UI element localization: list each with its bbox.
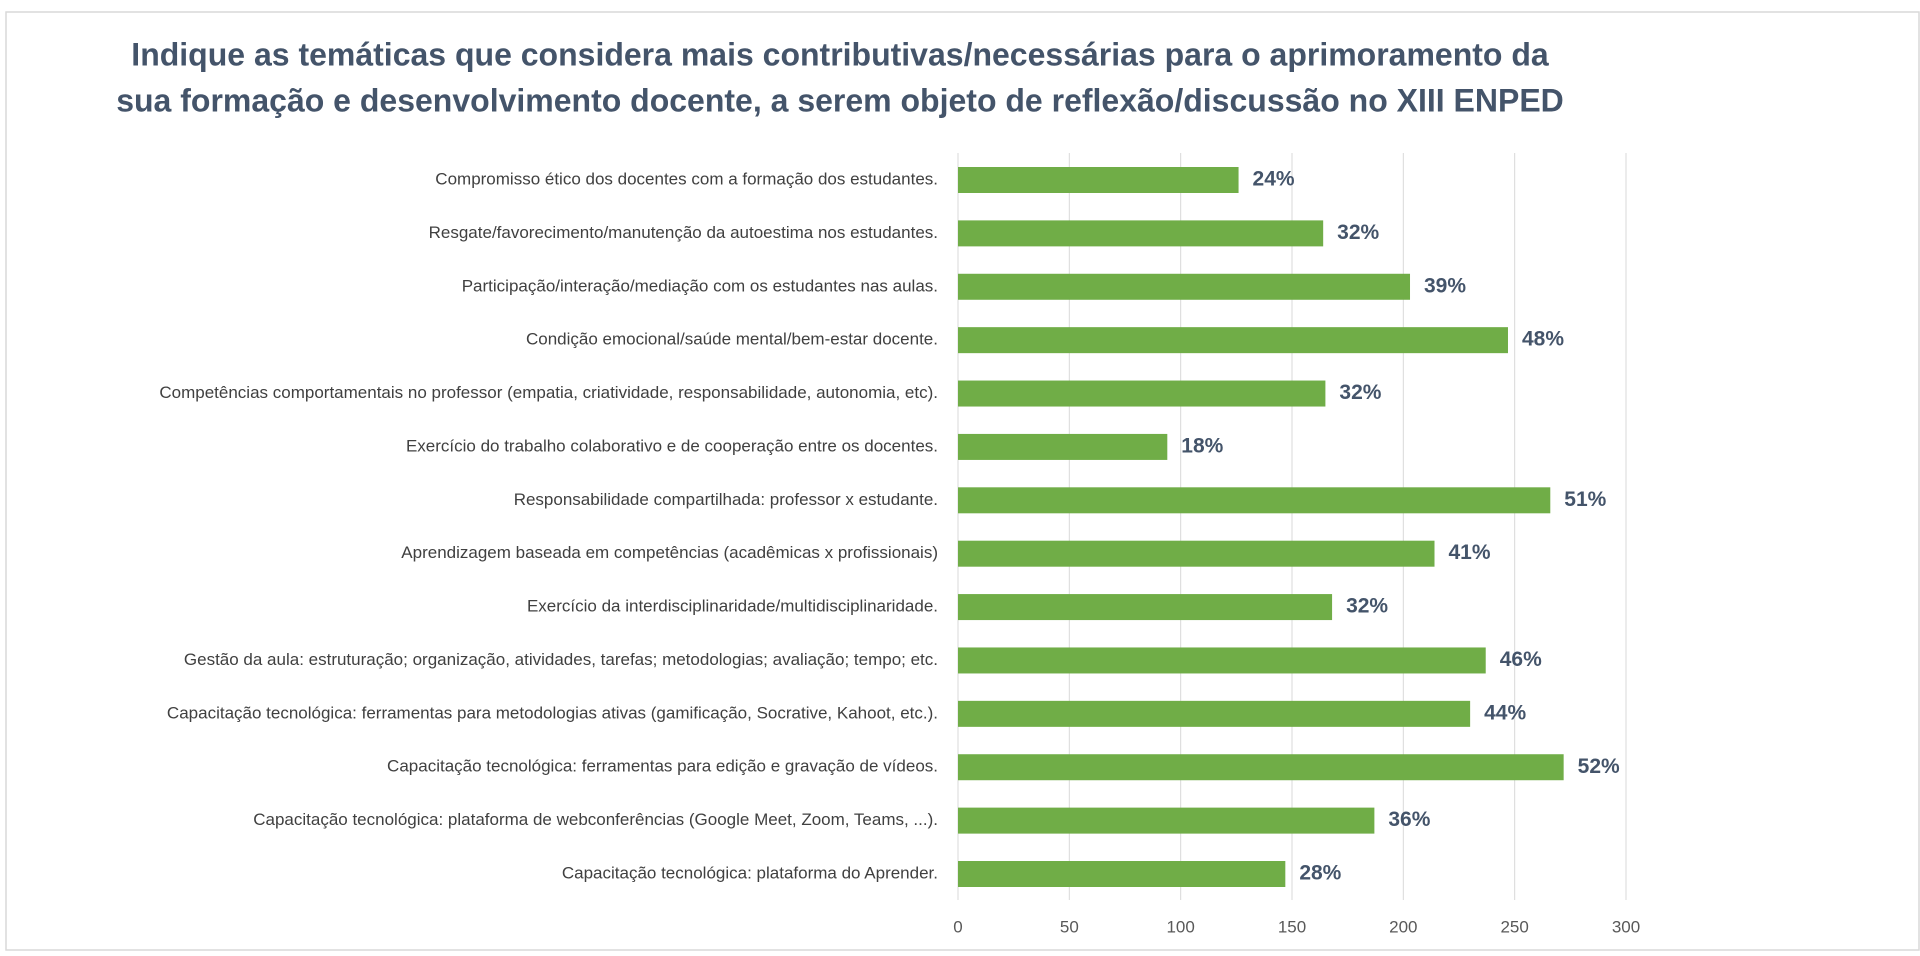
- data-label: 52%: [1578, 755, 1620, 778]
- data-label: 36%: [1388, 808, 1430, 831]
- data-label: 48%: [1522, 328, 1564, 351]
- data-label: 41%: [1449, 541, 1491, 564]
- x-tick-label: 150: [1278, 917, 1306, 936]
- y-tick-label: Gestão da aula: estruturação; organizaçã…: [184, 650, 938, 669]
- chart-title: sua formação e desenvolvimento docente, …: [116, 82, 1564, 118]
- bar: [958, 700, 1471, 727]
- y-tick-label: Exercício do trabalho colaborativo e de …: [406, 436, 938, 455]
- y-tick-label: Condição emocional/saúde mental/bem-esta…: [526, 330, 938, 349]
- bar: [958, 807, 1375, 834]
- x-tick-label: 200: [1389, 917, 1417, 936]
- bar: [958, 861, 1286, 887]
- y-tick-label: Resgate/favorecimento/manutenção da auto…: [429, 223, 938, 242]
- bar: [958, 273, 1411, 300]
- data-label: 39%: [1424, 274, 1466, 297]
- x-tick-label: 100: [1166, 917, 1194, 936]
- x-tick-label: 50: [1060, 917, 1079, 936]
- bar: [958, 327, 1508, 354]
- bar: [958, 167, 1239, 193]
- y-tick-label: Aprendizagem baseada em competências (ac…: [401, 543, 938, 562]
- bar: [958, 540, 1435, 567]
- y-tick-label: Exercício da interdisciplinaridade/multi…: [527, 597, 938, 616]
- chart-title: Indique as temáticas que considera mais …: [131, 36, 1549, 72]
- bar: [958, 220, 1324, 247]
- y-tick-label: Compromisso ético dos docentes com a for…: [435, 169, 938, 188]
- data-label: 24%: [1253, 168, 1295, 191]
- bar: [958, 380, 1326, 407]
- y-tick-label: Capacitação tecnológica: plataforma de w…: [253, 810, 938, 829]
- data-label: 32%: [1339, 381, 1381, 404]
- data-label: 32%: [1346, 595, 1388, 618]
- data-label: 28%: [1299, 862, 1341, 885]
- y-tick-label: Capacitação tecnológica: ferramentas par…: [167, 703, 938, 722]
- x-tick-label: 0: [953, 917, 962, 936]
- bar: [958, 487, 1551, 514]
- y-tick-label: Responsabilidade compartilhada: professo…: [514, 490, 938, 509]
- x-tick-label: 250: [1500, 917, 1528, 936]
- data-label: 18%: [1181, 434, 1223, 457]
- bar: [958, 754, 1564, 781]
- y-tick-label: Participação/interação/mediação com os e…: [462, 276, 938, 295]
- bar: [958, 594, 1333, 621]
- y-tick-label: Capacitação tecnológica: ferramentas par…: [387, 757, 938, 776]
- data-label: 51%: [1564, 488, 1606, 511]
- y-tick-label: Competências comportamentais no professo…: [159, 383, 938, 402]
- y-tick-label: Capacitação tecnológica: plataforma do A…: [562, 863, 938, 882]
- x-tick-label: 300: [1612, 917, 1640, 936]
- data-label: 46%: [1500, 648, 1542, 671]
- data-label: 44%: [1484, 701, 1526, 724]
- data-label: 32%: [1337, 221, 1379, 244]
- bar: [958, 433, 1168, 460]
- bar: [958, 647, 1486, 674]
